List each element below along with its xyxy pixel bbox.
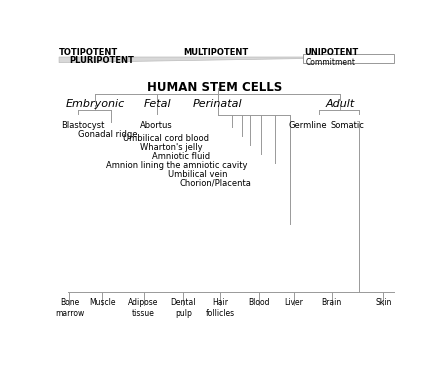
Text: MULTIPOTENT: MULTIPOTENT: [183, 48, 248, 57]
Text: Hair
follicles: Hair follicles: [206, 298, 235, 318]
Text: Amniotic fluid: Amniotic fluid: [152, 152, 210, 161]
Text: Chorion/Placenta: Chorion/Placenta: [180, 179, 252, 188]
Text: Dental
pulp: Dental pulp: [170, 298, 196, 318]
FancyBboxPatch shape: [303, 54, 394, 63]
Text: Embryonic: Embryonic: [66, 99, 125, 109]
Text: Blastocyst: Blastocyst: [61, 121, 104, 130]
Text: HUMAN STEM CELLS: HUMAN STEM CELLS: [147, 81, 282, 94]
Text: Wharton's jelly: Wharton's jelly: [140, 143, 203, 152]
Text: Bone
marrow: Bone marrow: [55, 298, 84, 318]
Text: PLURIPOTENT: PLURIPOTENT: [69, 57, 134, 65]
Text: Blood: Blood: [248, 298, 270, 307]
Text: Adipose
tissue: Adipose tissue: [128, 298, 159, 318]
Text: Liver: Liver: [284, 298, 303, 307]
Text: Brain: Brain: [321, 298, 342, 307]
Text: Perinatal: Perinatal: [193, 99, 243, 109]
Text: TOTIPOTENT: TOTIPOTENT: [59, 48, 118, 57]
Text: Gonadal ridge: Gonadal ridge: [78, 130, 138, 139]
Text: Umbilical cord blood: Umbilical cord blood: [123, 134, 209, 143]
Text: Skin: Skin: [375, 298, 392, 307]
Text: UNIPOTENT: UNIPOTENT: [304, 48, 358, 57]
Text: Abortus: Abortus: [140, 121, 173, 130]
Text: Adult: Adult: [326, 99, 355, 109]
Polygon shape: [59, 57, 394, 63]
Text: Commitment: Commitment: [306, 58, 356, 68]
Text: Somatic: Somatic: [330, 121, 364, 130]
Text: Fetal: Fetal: [144, 99, 171, 109]
Text: Germline: Germline: [288, 121, 327, 130]
Text: Umbilical vein: Umbilical vein: [168, 170, 227, 179]
Text: Amnion lining the amniotic cavity: Amnion lining the amniotic cavity: [105, 161, 247, 170]
Text: Muscle: Muscle: [89, 298, 115, 307]
